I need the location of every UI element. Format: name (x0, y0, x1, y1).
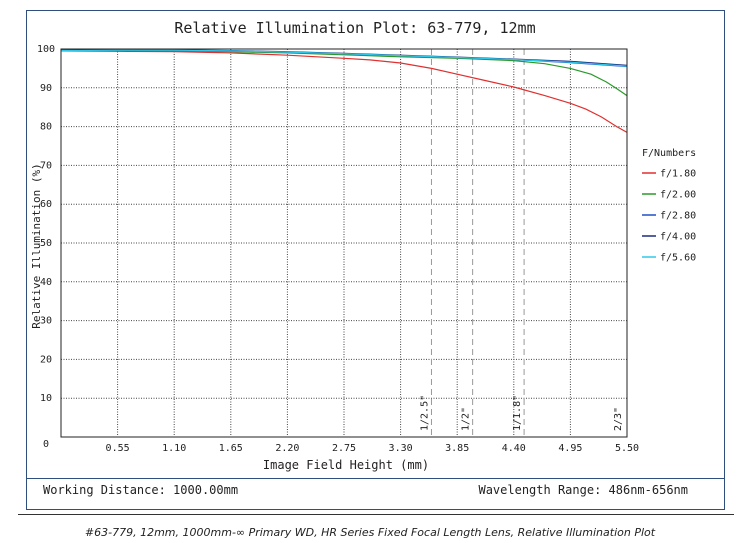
x-tick-label: 4.40 (502, 443, 526, 454)
y-tick-label: 80 (40, 122, 52, 133)
legend-entry: f/1.80 (660, 169, 696, 180)
x-tick-label: 3.30 (389, 443, 413, 454)
x-tick-label: 4.95 (558, 443, 582, 454)
x-tick-label: 2.75 (332, 443, 356, 454)
chart-title: Relative Illumination Plot: 63-779, 12mm (174, 19, 535, 37)
series-line (60, 49, 628, 67)
x-tick-label: 3.85 (445, 443, 469, 454)
sensor-marker-label: 1/2" (461, 407, 472, 431)
sensor-marker-label: 1/1.8" (512, 395, 523, 431)
x-tick-label: 1.10 (162, 443, 186, 454)
series-line (60, 49, 628, 97)
y-tick-label: 50 (40, 238, 52, 249)
y-tick-label: 30 (40, 316, 52, 327)
sensor-marker-label: 2/3" (613, 407, 624, 431)
sensor-marker-label: 1/2.5" (419, 395, 430, 431)
x-axis-label: Image Field Height (mm) (263, 458, 429, 472)
y-tick-label: 0 (43, 439, 49, 450)
legend-title: F/Numbers (642, 148, 696, 159)
x-tick-label: 2.20 (275, 443, 299, 454)
y-tick-label: 70 (40, 160, 52, 171)
footer-divider (26, 478, 725, 479)
y-tick-label: 60 (40, 199, 52, 210)
legend-entry: f/2.80 (660, 211, 696, 222)
legend-entry: f/2.00 (660, 190, 696, 201)
figure-caption: #63-779, 12mm, 1000mm-∞ Primary WD, HR S… (84, 526, 656, 539)
x-tick-label: 5.50 (615, 443, 639, 454)
y-tick-label: 100 (37, 44, 55, 55)
y-axis-label: Relative Illumination (%) (30, 163, 43, 329)
grid (61, 49, 627, 437)
tick-labels: 0.55 1.10 1.65 2.20 2.75 3.30 3.85 4.40 4.95 5.50… (37, 44, 639, 454)
plot-border (60, 48, 628, 438)
caption-divider (18, 514, 734, 515)
y-tick-label: 90 (40, 83, 52, 94)
y-tick-label: 20 (40, 354, 52, 365)
series-line (60, 50, 628, 133)
series-lines (60, 49, 628, 133)
y-tick-label: 10 (40, 393, 52, 404)
wavelength-range-label: Wavelength Range: 486nm-656nm (478, 483, 688, 497)
legend-entry: f/4.00 (660, 232, 696, 243)
legend-entry: f/5.60 (660, 253, 696, 264)
sensor-markers: 1/2.5" 1/2" 1/1.8" 2/3" (419, 49, 624, 437)
x-tick-label: 0.55 (106, 443, 130, 454)
legend: F/Numbers f/1.80 f/2.00 f/2.80 f/4.00 f/5.60 (642, 148, 696, 264)
working-distance-label: Working Distance: 1000.00mm (43, 483, 239, 497)
x-tick-label: 1.65 (219, 443, 243, 454)
y-tick-label: 40 (40, 277, 52, 288)
chart-frame (26, 10, 725, 510)
